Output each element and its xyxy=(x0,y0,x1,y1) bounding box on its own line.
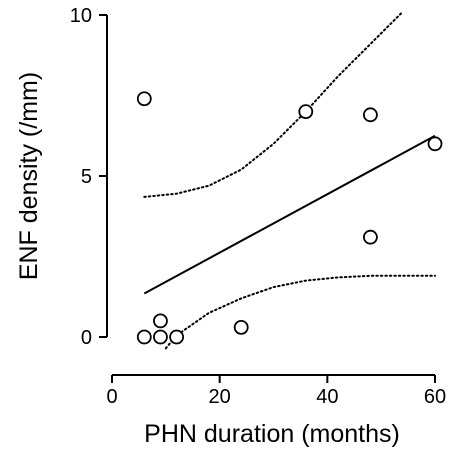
data-point-0 xyxy=(136,91,152,107)
data-point-1 xyxy=(298,104,314,119)
y-tick-label-2: 10 xyxy=(70,5,92,27)
confidence-band-3 xyxy=(164,274,436,350)
axes: 0 20 40 60 0 5 10 xyxy=(70,5,446,408)
y-tick-label-0: 0 xyxy=(81,327,92,349)
data-point-2 xyxy=(362,107,378,123)
x-tick-label-2: 40 xyxy=(316,386,338,408)
plot-area xyxy=(136,10,443,350)
data-point-9 xyxy=(169,329,185,345)
regression-line xyxy=(143,134,436,295)
data-point-3 xyxy=(427,136,443,152)
x-axis-title: PHN duration (months) xyxy=(144,420,400,448)
confidence-band-2 xyxy=(143,10,404,198)
x-tick-label-3: 60 xyxy=(424,386,446,408)
x-tick-label-0: 0 xyxy=(106,386,117,408)
y-tick-label-1: 5 xyxy=(81,166,92,188)
x-tick-label-1: 20 xyxy=(209,386,231,408)
data-point-5 xyxy=(233,319,249,335)
y-axis-title: ENF density (/mm) xyxy=(15,72,43,280)
data-point-7 xyxy=(136,329,152,345)
data-point-6 xyxy=(153,313,168,329)
data-point-4 xyxy=(362,229,378,245)
data-point-8 xyxy=(153,329,168,345)
